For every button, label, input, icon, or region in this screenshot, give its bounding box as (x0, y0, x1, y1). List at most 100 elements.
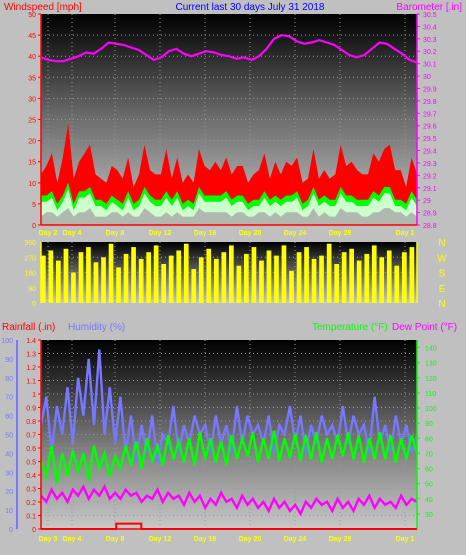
wind-tick-label: 50 (28, 12, 36, 19)
rain-tick-label: 1.4 (26, 338, 36, 345)
direction-bar (131, 247, 136, 303)
direction-bar (349, 248, 354, 303)
wind-tick-label: 15 (28, 160, 36, 167)
weather-day-label: Day 3 (39, 536, 58, 543)
barometer-line (40, 33, 418, 64)
direction-bar (161, 264, 166, 303)
rain-tick-label: 0.5 (26, 460, 36, 467)
temp-tick-label: 130 (425, 361, 437, 368)
barometer-tick-label: 30.1 (423, 62, 437, 69)
direction-bar (229, 245, 234, 303)
wind-tick-label: 0 (32, 223, 36, 230)
wind-day-label: Day 8 (106, 230, 125, 237)
barometer-tick-label: 29.8 (423, 99, 437, 106)
direction-bar (364, 253, 370, 303)
compass-letter: E (439, 284, 446, 295)
direction-tick-label: 180 (24, 271, 36, 278)
direction-bar (402, 252, 407, 303)
weather-day-label: Day 12 (149, 536, 172, 543)
direction-bar (138, 258, 144, 303)
wind-tick-label: 5 (32, 202, 36, 209)
humidity-tick-label: 80 (5, 376, 13, 383)
direction-bar (379, 257, 385, 304)
wind-speed-label: Windspeed [mph] (4, 2, 82, 13)
direction-bar (356, 260, 362, 303)
wind-day-label: Day 12 (149, 230, 172, 237)
direction-bar (341, 252, 347, 303)
weather-day-label: Day 4 (63, 536, 82, 543)
direction-bar (41, 255, 46, 303)
weather-day-label: Day 16 (194, 536, 217, 543)
direction-bar (78, 252, 84, 303)
direction-bar (63, 248, 69, 303)
direction-bar (214, 258, 219, 303)
weather-day-label: Day 1 (396, 536, 415, 543)
temperature-line (39, 430, 419, 484)
humidity-tick-label: 10 (5, 508, 13, 515)
rain-tick-label: 1.2 (26, 365, 36, 372)
rain-tick-label: 0 (32, 527, 36, 534)
barometer-tick-label: 30.5 (423, 12, 437, 19)
rain-tick-label: 0.3 (26, 487, 36, 494)
direction-bar (176, 250, 182, 303)
barometer-tick-label: 29.6 (423, 124, 437, 131)
wind-calm-area (41, 208, 417, 225)
weather-day-label: Day 20 (239, 536, 262, 543)
temp-tick-label: 110 (425, 391, 436, 398)
direction-bar (153, 245, 159, 303)
wind-tick-label: 30 (28, 96, 36, 103)
wind-day-label: Day 16 (194, 230, 217, 237)
direction-bar (394, 265, 400, 303)
rain-tick-label: 0.8 (26, 419, 36, 426)
direction-bar (198, 257, 204, 304)
humidity-tick-label: 0 (9, 527, 13, 534)
temp-tick-label: 80 (425, 436, 433, 443)
rain-tick-label: 0.9 (26, 406, 36, 413)
wind-tick-label: 40 (28, 54, 36, 61)
direction-tick-label: 0 (32, 301, 36, 308)
compass-letter: N (438, 299, 445, 310)
barometer-tick-label: 29.4 (423, 149, 437, 156)
direction-bar (206, 248, 212, 303)
direction-bar (236, 265, 242, 303)
humidity-label: Humidity (%) (68, 322, 125, 333)
wind-series (40, 33, 418, 225)
compass-letter: N (438, 238, 445, 249)
barometer-tick-label: 29 (423, 198, 431, 205)
wind-day-label: Day 4 (63, 230, 82, 237)
temp-tick-label: 100 (425, 406, 437, 413)
wind-tick-label: 35 (28, 75, 36, 82)
barometer-tick-label: 30 (423, 74, 431, 81)
direction-bar (296, 252, 302, 303)
direction-series (41, 243, 415, 304)
temp-tick-label: 120 (425, 376, 437, 383)
humidity-tick-label: 20 (5, 489, 13, 496)
direction-bar (311, 258, 317, 303)
direction-bar (259, 260, 264, 303)
direction-bar (319, 255, 324, 303)
direction-bar (56, 260, 61, 303)
humidity-tick-label: 60 (5, 414, 13, 421)
weather-day-label: Day 24 (284, 536, 307, 543)
rain-tick-label: 0.7 (26, 433, 36, 440)
direction-bar (266, 250, 272, 303)
barometer-tick-label: 28.9 (423, 211, 437, 218)
wind-day-label: Day 1 (396, 230, 415, 237)
temp-tick-label: 60 (425, 467, 433, 474)
humidity-tick-label: 70 (5, 395, 13, 402)
direction-bar (251, 247, 257, 303)
wind-tick-label: 45 (28, 33, 36, 40)
wind-day-label: Day 28 (329, 230, 352, 237)
direction-bar (168, 255, 174, 303)
humidity-tick-label: 100 (1, 338, 13, 345)
temp-tick-label: 140 (425, 346, 437, 353)
humidity-tick-label: 30 (5, 470, 13, 477)
compass-letter: W (437, 253, 447, 264)
barometer-tick-label: 29.9 (423, 86, 437, 93)
direction-bar (386, 250, 392, 303)
direction-bar (93, 262, 99, 303)
barometer-tick-label: 30.2 (423, 49, 437, 56)
humidity-line (39, 349, 419, 464)
temp-tick-label: 40 (425, 497, 433, 504)
